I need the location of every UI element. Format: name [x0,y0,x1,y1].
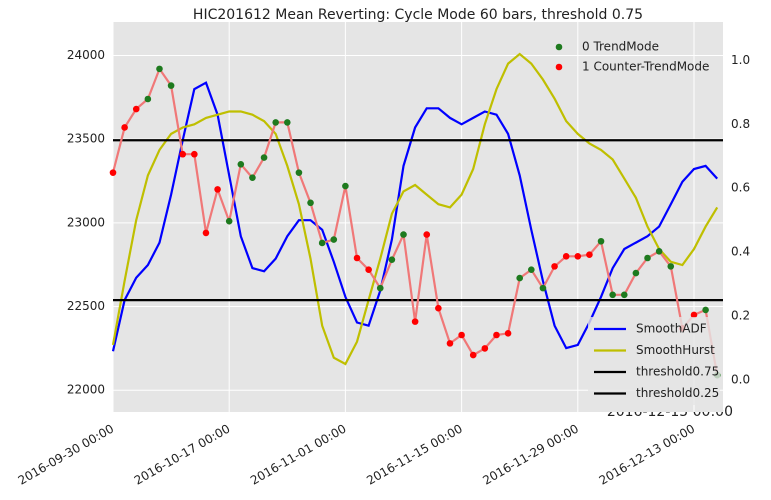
mode-point [249,174,256,181]
mode-point [132,105,140,113]
mode-point [597,237,605,245]
mode-point [562,253,570,260]
mode-point [504,330,512,337]
mode-point [109,169,117,176]
y2-tick-label: 0.6 [731,181,750,195]
series-line [111,52,719,366]
mode-point [388,256,396,263]
y2-tick-label: 0.8 [731,117,750,131]
mode-point [353,254,361,262]
mode-point [214,186,221,193]
mode-point [167,82,175,89]
mode-point [423,231,431,238]
y-tick-label: 24000 [67,48,105,62]
mode-point [644,254,651,262]
mode-point [516,274,523,282]
mode-point [272,119,279,126]
x-tick-label: 2016-12-13 00:00 [597,422,698,488]
mode-point [655,248,663,255]
mode-point [376,284,384,292]
mode-point [365,266,372,274]
mode-point [458,331,465,339]
legend-label: 1 Counter-TrendMode [582,60,709,74]
mode-point [318,239,326,247]
mode-point [493,331,500,339]
mode-point [284,119,291,126]
y2-tick-label: 0.2 [731,309,750,323]
mode-point [469,351,477,359]
legend-box [588,317,720,405]
mode-point [179,150,187,158]
mode-point [609,291,616,299]
y-tick-label: 23000 [67,215,105,229]
mode-point [690,311,698,319]
mode-point [574,253,582,260]
x-tick-label: 2016-11-15 00:00 [364,422,465,488]
legend-label: threshold0.75 [636,365,719,379]
mode-point [620,291,628,299]
mode-point [330,236,338,243]
mode-point [702,306,709,314]
chart-title: HIC201612 Mean Reverting: Cycle Mode 60 … [193,7,643,23]
x-tick-label: 2016-11-01 00:00 [248,422,349,488]
x-tick-label: 2016-10-17 00:00 [132,422,233,488]
mode-point [446,340,454,347]
mode-point [295,169,303,176]
mode-point [539,284,547,292]
legend-label: SmoothHurst [636,343,715,357]
mode-point [191,150,198,158]
mode-point [225,217,233,225]
mode-point [667,263,675,270]
legend-label: 0 TrendMode [582,40,659,54]
mode-point [400,231,407,238]
series-line [111,81,719,352]
legend-label: SmoothADF [636,322,707,336]
mode-point [481,345,489,352]
y2-tick-label: 0.0 [731,373,750,387]
mode-point [307,199,314,207]
x-tick-label: 2016-09-30 00:00 [16,422,117,488]
mode-point [121,124,128,131]
mode-point [202,229,210,237]
y2-tick-label: 1.0 [731,53,750,67]
mode-point [260,154,268,161]
y-tick-label: 22500 [67,299,105,313]
mode-point [156,65,163,73]
mode-point [528,266,535,274]
legend-marker [555,43,563,51]
mode-point [632,269,640,277]
y2-tick-label: 0.4 [731,245,750,259]
y-tick-label: 22000 [67,383,105,397]
mode-point [342,182,349,190]
mode-point [144,95,152,103]
x-tick-label: 2016-11-29 00:00 [480,422,581,488]
legend-label: threshold0.25 [636,386,719,400]
mode-point [586,251,593,258]
mode-point [237,160,245,168]
legend-marker [555,63,563,71]
mode-point [435,304,442,312]
mode-point [551,263,558,270]
mode-point [411,318,419,325]
y-tick-label: 23500 [67,132,105,146]
